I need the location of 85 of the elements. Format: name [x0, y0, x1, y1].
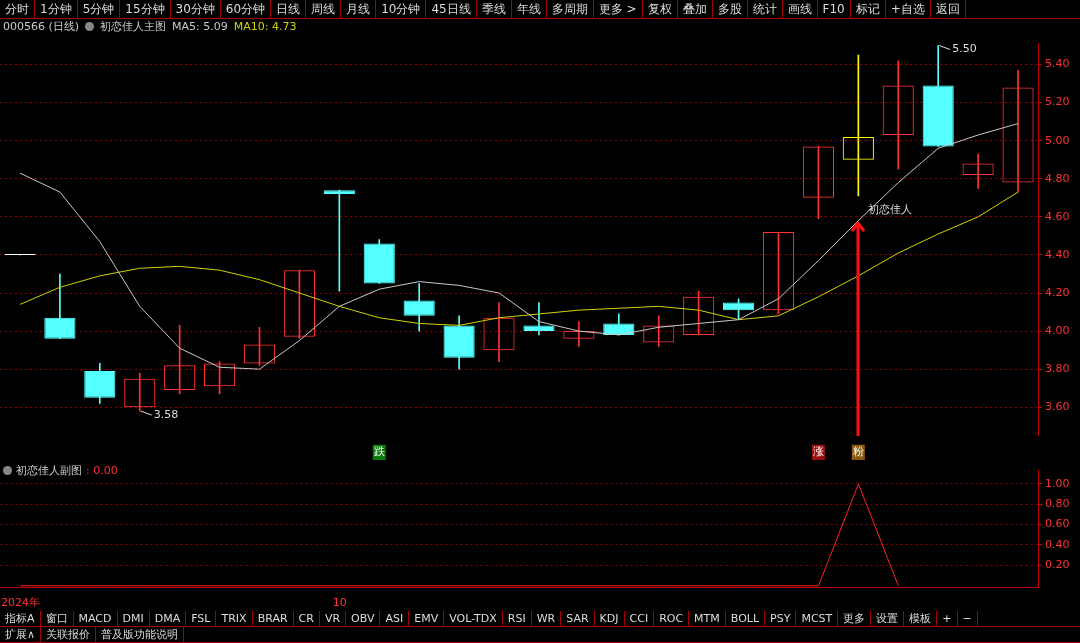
text: 更多 >	[593, 0, 643, 18]
text: 5分钟	[77, 0, 121, 18]
text: 设置	[871, 611, 905, 626]
chart-title: 初恋佳人主图	[100, 19, 167, 34]
text: VOL-TDX	[444, 611, 503, 626]
text: WR	[531, 611, 562, 626]
text: 周线	[306, 0, 342, 18]
x-tick-label: 涨	[812, 445, 824, 459]
text: OBV	[346, 611, 381, 626]
text: 扩展∧	[0, 627, 42, 642]
y-tick-label: 4.60	[1045, 209, 1070, 223]
x-tick-label: 2024年	[1, 596, 40, 610]
text: CCI	[624, 611, 655, 626]
text: 标记	[850, 0, 886, 18]
text: 日线	[271, 0, 307, 18]
text: TRIX	[216, 611, 253, 626]
text: 季线	[476, 0, 512, 18]
text: 窗口	[40, 611, 74, 626]
text: 45日线	[426, 0, 477, 18]
text: 指标A	[0, 611, 41, 626]
text: PSY	[765, 611, 797, 626]
text: EMV	[409, 611, 445, 626]
text: KDJ	[594, 611, 625, 626]
text: MA10: 4.73	[233, 20, 297, 33]
y-tick-label: 0.40	[1045, 537, 1070, 551]
text: 分时	[0, 0, 35, 18]
text: DMA	[149, 611, 187, 626]
y-tick-label: 4.20	[1045, 285, 1070, 299]
text: 月线	[341, 0, 377, 18]
text: MACD	[73, 611, 118, 626]
annotation: 3.58	[153, 407, 179, 421]
text: 画线	[782, 0, 818, 18]
text: VR	[319, 611, 347, 626]
text: 10分钟	[376, 0, 427, 18]
text: +自选	[885, 0, 931, 18]
text: 关联报价	[41, 627, 97, 642]
text: BOLL	[725, 611, 766, 626]
x-tick-label: 跌	[373, 445, 385, 459]
text: 1分钟	[35, 0, 78, 18]
text: BRAR	[252, 611, 294, 626]
y-tick-label: 5.40	[1045, 57, 1070, 71]
y-tick-label: 1.00	[1045, 476, 1070, 490]
text: 更多	[838, 611, 872, 626]
y-tick-label: 3.60	[1045, 400, 1070, 414]
y-tick-label: 5.00	[1045, 133, 1070, 147]
y-tick-label: 0.60	[1045, 517, 1070, 531]
chart-subtitle: 000566 (日线)	[3, 19, 80, 34]
text: 30分钟	[170, 0, 221, 18]
text: 年线	[511, 0, 547, 18]
annotation: 初恋佳人	[868, 202, 913, 216]
annotation: : 0.00	[86, 464, 118, 477]
text: ROC	[654, 611, 690, 626]
text: RSI	[502, 611, 532, 626]
y-tick-label: 0.20	[1045, 558, 1070, 572]
text: −	[957, 611, 978, 626]
text: MTM	[689, 611, 726, 626]
text: 复权	[642, 0, 678, 18]
text: 多周期	[546, 0, 594, 18]
text: MA5: 5.09	[172, 20, 228, 33]
text: 15分钟	[120, 0, 171, 18]
chart-title: 初恋佳人副图	[16, 463, 82, 478]
text: 叠加	[677, 0, 713, 18]
text: 普及版功能说明	[96, 627, 185, 642]
text: CR	[293, 611, 320, 626]
x-tick-label: 10	[332, 596, 347, 610]
y-tick-label: 3.80	[1045, 362, 1070, 376]
y-tick-label: 4.80	[1045, 171, 1070, 185]
text: FSL	[186, 611, 217, 626]
text: 多股	[712, 0, 748, 18]
x-tick-label: 粉	[852, 445, 864, 459]
text: 统计	[747, 0, 783, 18]
text: 返回	[930, 0, 966, 18]
annotation: 5.50	[952, 42, 977, 56]
y-tick-label: 5.20	[1045, 95, 1070, 109]
text: MCST	[796, 611, 839, 626]
text: 模板	[904, 611, 938, 626]
text: F10	[817, 0, 851, 18]
text: +	[937, 611, 958, 626]
y-tick-label: 4.40	[1045, 247, 1070, 261]
y-tick-label: 4.00	[1045, 323, 1070, 337]
text: 60分钟	[220, 0, 272, 18]
text: SAR	[561, 611, 595, 626]
text: DMI	[117, 611, 150, 626]
y-tick-label: 0.80	[1045, 497, 1070, 511]
text: ASI	[380, 611, 410, 626]
